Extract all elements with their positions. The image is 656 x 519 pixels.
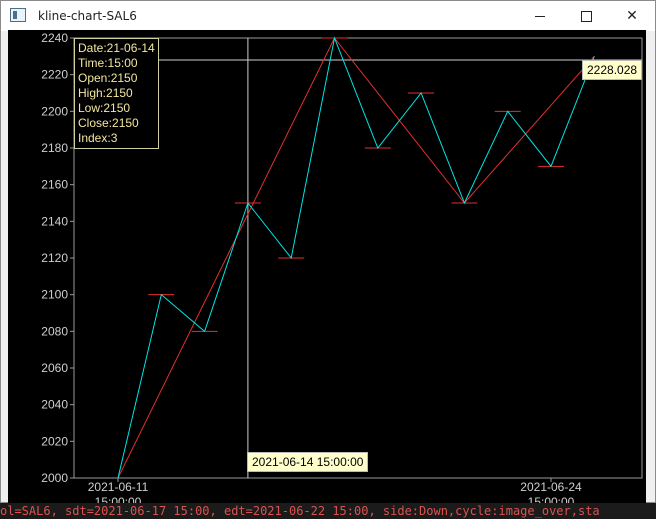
tooltip-close: Close:2150: [78, 116, 139, 130]
tooltip-index: Index:3: [78, 131, 118, 145]
tooltip-time: Time:15:00: [78, 56, 138, 70]
maximize-button[interactable]: [563, 1, 609, 31]
tooltip-open: Open:2150: [78, 71, 138, 85]
y-tick-label: 2180: [41, 141, 68, 155]
tooltip-high: High:2150: [78, 86, 133, 100]
y-tick-label: 2020: [41, 434, 68, 448]
x-tick-label-time: 15:00:00: [95, 495, 142, 503]
y-tick-label: 2220: [41, 68, 68, 82]
y-tick-label: 2200: [41, 104, 68, 118]
window-title: kline-chart-SAL6: [38, 9, 137, 23]
minimize-icon: [535, 15, 545, 17]
y-tick-label: 2040: [41, 398, 68, 412]
y-tick-label: 2120: [41, 251, 68, 265]
maximize-icon: [580, 10, 592, 22]
x-tick-label-date: 2021-06-24: [520, 480, 582, 494]
y-tick-label: 2240: [41, 31, 68, 45]
crosshair-time-label: 2021-06-14 15:00:00: [247, 452, 369, 472]
minimize-button[interactable]: [517, 1, 563, 31]
terminal-output-line: ol=SAL6, sdt=2021-06-17 15:00, edt=2021-…: [0, 503, 656, 519]
y-tick-label: 2140: [41, 214, 68, 228]
close-icon: ✕: [626, 8, 638, 24]
y-tick-label: 2000: [41, 471, 68, 485]
price-line-series: [117, 36, 595, 479]
kline-chart-canvas[interactable]: 2000 2020 2040 2060 2080 2100 2120 2140 2160 2180…: [8, 30, 646, 503]
y-tick-label: 2100: [41, 288, 68, 302]
x-tick-label-date: 2021-06-11: [88, 480, 149, 494]
tooltip-low: Low:2150: [78, 101, 131, 115]
close-button[interactable]: ✕: [609, 1, 655, 31]
app-icon: [10, 8, 26, 22]
ohlc-tooltip: Date:21-06-14 Time:15:00 Open:2150 High:…: [74, 38, 159, 149]
x-tick-label-time: 15:00:00: [528, 495, 575, 503]
tooltip-date: Date:21-06-14: [78, 41, 155, 55]
y-tick-label: 2080: [41, 324, 68, 338]
crosshair-price-label: 2228.028: [582, 60, 643, 80]
y-tick-label: 2060: [41, 361, 68, 375]
trend-line-series: [117, 37, 595, 479]
plot-frame: [73, 37, 643, 479]
kline-chart-svg: 2000 2020 2040 2060 2080 2100 2120 2140 2160 2180…: [41, 31, 643, 503]
y-tick-label: 2160: [41, 178, 68, 192]
title-bar[interactable]: kline-chart-SAL6 ✕: [1, 1, 655, 31]
